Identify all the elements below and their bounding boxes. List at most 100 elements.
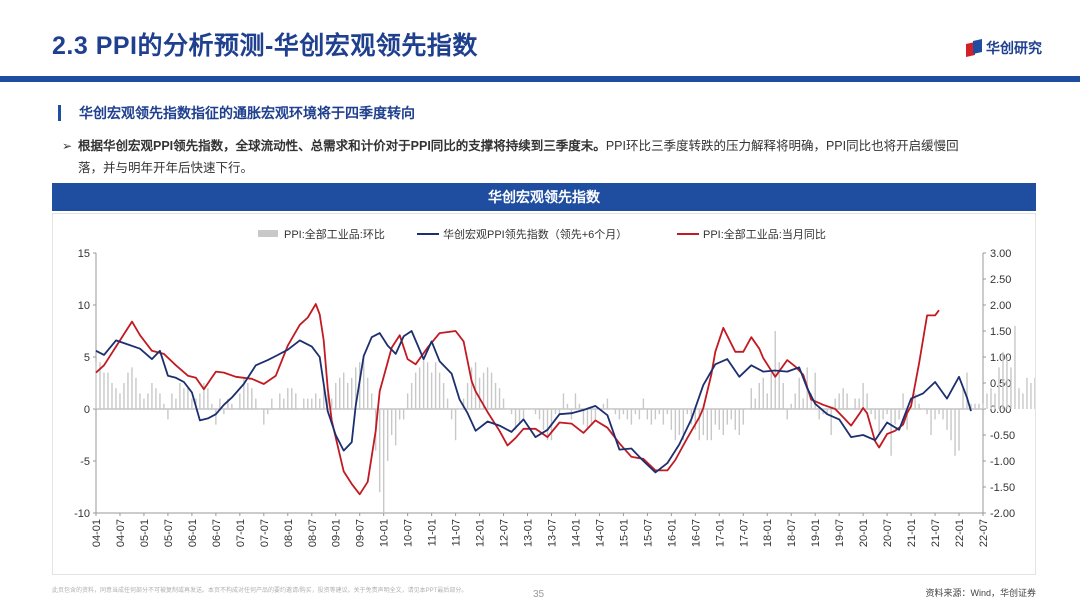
x-tick-label: 22-07 [978,519,990,547]
mom-bar [714,409,717,425]
mom-bar [191,398,193,409]
mom-bar [347,383,349,409]
mom-bar [934,409,936,420]
bullet-paragraph: ➢ 根据华创宏观PPI领先指数，全球流动性、总需求和计价对于PPI同比的支撑将持… [62,135,1042,179]
mom-bar [798,377,800,409]
mom-bar [311,398,313,409]
mom-bar [327,393,329,409]
y-right-tick-label: 3.00 [990,248,1011,260]
page-number: 35 [533,589,545,600]
mom-bar [123,383,125,409]
mom-bar [243,377,245,409]
y-right-tick-label: 1.00 [990,352,1011,364]
x-tick-label: 06-01 [187,519,199,547]
bullet-text-line: 根据华创宏观PPI领先指数，全球流动性、总需求和计价对于PPI同比的支撑将持续到… [62,135,1042,157]
section-heading: 华创宏观领先指数指征的通胀宏观环境将于四季度转向 [58,103,415,123]
mom-bar [251,388,253,409]
mom-bar [239,393,241,409]
mom-bar [283,398,285,409]
mom-bar [458,409,461,410]
mom-bar [470,367,473,409]
mom-bar [263,409,265,425]
y-right-tick-label: 0.00 [990,404,1011,416]
mom-bar [762,377,764,409]
mom-bar [434,362,437,409]
mom-bar [462,398,465,409]
mom-bar [782,383,784,409]
mom-bar [558,409,561,415]
mom-bar [398,409,401,420]
mom-bar [898,409,900,420]
mom-bar [566,403,569,409]
bullet-plain-text: PPI环比三季度转跌的压力解释将明确，PPI同比也将开启缓慢回 [605,139,959,153]
legend-leading-label: 华创宏观PPI领先指数（领先+6个月） [443,227,627,241]
mom-bar [143,398,145,409]
mom-bar [323,388,325,409]
mom-bar [482,372,485,409]
mom-bar [830,409,832,435]
mom-bar [454,409,457,441]
mom-bar [838,393,840,409]
mom-bar [702,409,705,435]
x-tick-label: 11-01 [427,519,439,546]
mom-bar [954,409,956,456]
mom-bar [1006,357,1008,409]
y-right-tick-label: -1.00 [990,456,1015,468]
mom-bar [534,409,537,415]
mom-bar [502,398,505,409]
x-tick-label: 14-07 [594,519,606,547]
mom-bar [582,409,585,425]
legend-yoy-label: PPI:全部工业品:当月同比 [703,227,826,241]
mom-bar [159,393,161,409]
mom-bar [978,403,980,409]
legend-mom-label: PPI:全部工业品:环比 [284,227,385,241]
mom-bar [1018,388,1020,409]
mom-bar [706,409,709,441]
mom-bar [139,393,141,409]
mom-bar [203,383,205,409]
chart-svg: 15 10 5 0 -5 -10 3.00 2.50 2.00 1.50 1.00 0.50 0.00 -… [74,227,1080,547]
mom-bar [914,393,916,409]
mom-bar [179,383,181,409]
mom-bar [722,409,724,435]
mom-bar [1034,377,1036,409]
section-bar [58,105,61,121]
x-tick-label: 17-01 [714,519,726,547]
mom-bar [982,403,984,409]
mom-bar [466,383,469,409]
mom-bar [710,409,713,441]
x-tick-label: 04-07 [115,519,127,547]
mom-bar [450,409,453,420]
x-tick-label: 09-01 [331,519,343,547]
mom-bar [287,388,289,409]
mom-bar [606,398,609,409]
x-tick-label: 10-07 [403,519,415,547]
section-title: 华创宏观领先指数指征的通胀宏观环境将于四季度转向 [79,105,415,121]
mom-bar [986,393,988,409]
mom-bar [275,409,277,410]
mom-bar [366,377,369,409]
mom-bar [858,398,860,409]
mom-bar [1026,377,1028,409]
mom-bar [942,409,944,420]
mom-bar [758,383,760,409]
mom-bar [658,409,661,415]
mom-bar [882,409,884,420]
x-tick-label: 17-07 [738,519,750,547]
chart-header: 华创宏观领先指数 [52,183,1036,211]
x-tick-label: 15-07 [642,519,654,547]
mom-bar [966,372,968,409]
mom-bar [518,409,521,425]
ppi-yoy-line [95,303,940,496]
mom-bar [718,409,720,430]
mom-bar [410,383,413,409]
mom-bar [526,409,529,410]
x-tick-label: 05-01 [139,519,151,547]
mom-bar [814,372,816,409]
mom-bar [1002,351,1004,409]
mom-bar [1030,383,1032,409]
mom-bar [570,409,573,420]
x-tick-label: 21-01 [906,519,918,547]
mom-bar [670,409,673,430]
chart-frame: 15 10 5 0 -5 -10 3.00 2.50 2.00 1.50 1.00 0.50 0.00 -… [52,213,1080,575]
